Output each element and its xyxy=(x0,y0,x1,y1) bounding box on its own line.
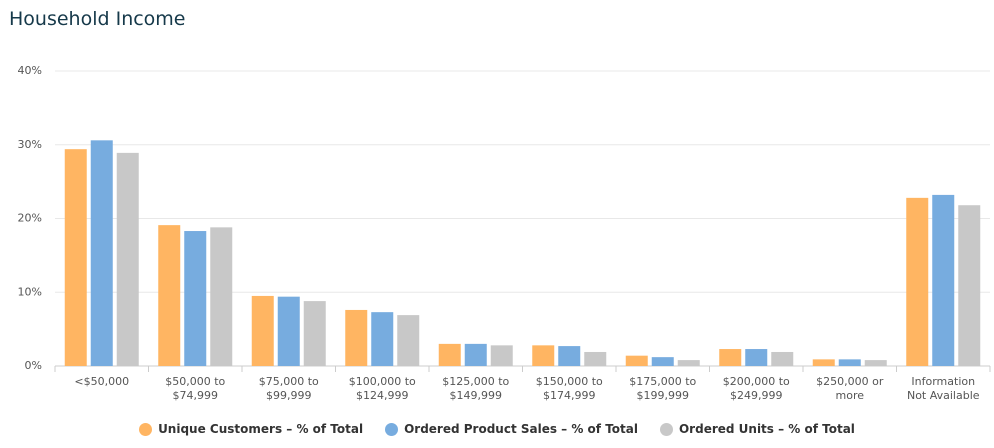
bar xyxy=(745,349,768,366)
bar xyxy=(345,309,368,366)
bar xyxy=(490,345,513,366)
x-tick-label: <$50,000 xyxy=(74,375,130,388)
y-tick-label: 20% xyxy=(18,212,42,225)
legend-item: Ordered Product Sales – % of Total xyxy=(385,422,638,436)
chart-title: Household Income xyxy=(9,8,186,30)
bar xyxy=(251,295,274,366)
bar xyxy=(184,231,207,366)
legend-marker xyxy=(659,422,673,436)
bar xyxy=(812,359,835,366)
y-tick-label: 40% xyxy=(18,64,42,77)
x-tick-label: $175,000 to $199,999 xyxy=(629,375,697,402)
bar xyxy=(625,355,648,366)
x-tick-label: $125,000 to $149,999 xyxy=(442,375,510,402)
y-tick-label: 0% xyxy=(25,359,42,372)
x-tick-label: $100,000 to $124,999 xyxy=(348,375,416,402)
x-tick-label: $150,000 to $174,999 xyxy=(535,375,603,402)
x-tick-label: $50,000 to $74,999 xyxy=(165,375,226,402)
bar xyxy=(771,351,794,366)
legend-label: Ordered Product Sales – % of Total xyxy=(404,422,638,436)
bar xyxy=(438,343,461,366)
bar xyxy=(864,360,887,366)
x-tick-label: Information Not Available xyxy=(906,375,980,402)
bar xyxy=(932,194,955,366)
bar xyxy=(277,296,300,366)
x-tick-label: $250,000 or more xyxy=(816,375,884,402)
bar xyxy=(397,315,420,366)
legend-item: Unique Customers – % of Total xyxy=(139,422,363,436)
legend-label: Unique Customers – % of Total xyxy=(158,422,364,436)
bar xyxy=(532,345,555,366)
bar xyxy=(116,152,139,366)
bar xyxy=(158,225,181,366)
bar xyxy=(651,357,674,366)
bar xyxy=(838,359,861,366)
bar xyxy=(719,349,742,366)
legend-marker xyxy=(139,422,153,436)
legend-label: Ordered Units – % of Total xyxy=(678,422,855,436)
bar xyxy=(303,301,326,366)
legend-marker xyxy=(385,422,399,436)
bar xyxy=(90,140,113,366)
bar xyxy=(958,205,981,366)
y-tick-label: 30% xyxy=(18,138,42,151)
legend-item: Ordered Units – % of Total xyxy=(659,422,855,436)
bar xyxy=(677,360,700,366)
y-tick-label: 10% xyxy=(18,285,42,298)
legend: Unique Customers – % of Total Ordered Pro… xyxy=(0,422,994,436)
x-tick-label: $75,000 to $99,999 xyxy=(258,375,319,402)
bar xyxy=(906,197,929,366)
bar xyxy=(558,346,581,366)
bar xyxy=(584,351,607,366)
bar xyxy=(371,312,394,366)
bar xyxy=(464,343,487,366)
x-tick-label: $200,000 to $249,999 xyxy=(722,375,790,402)
bar xyxy=(64,149,87,366)
bar xyxy=(210,227,233,366)
